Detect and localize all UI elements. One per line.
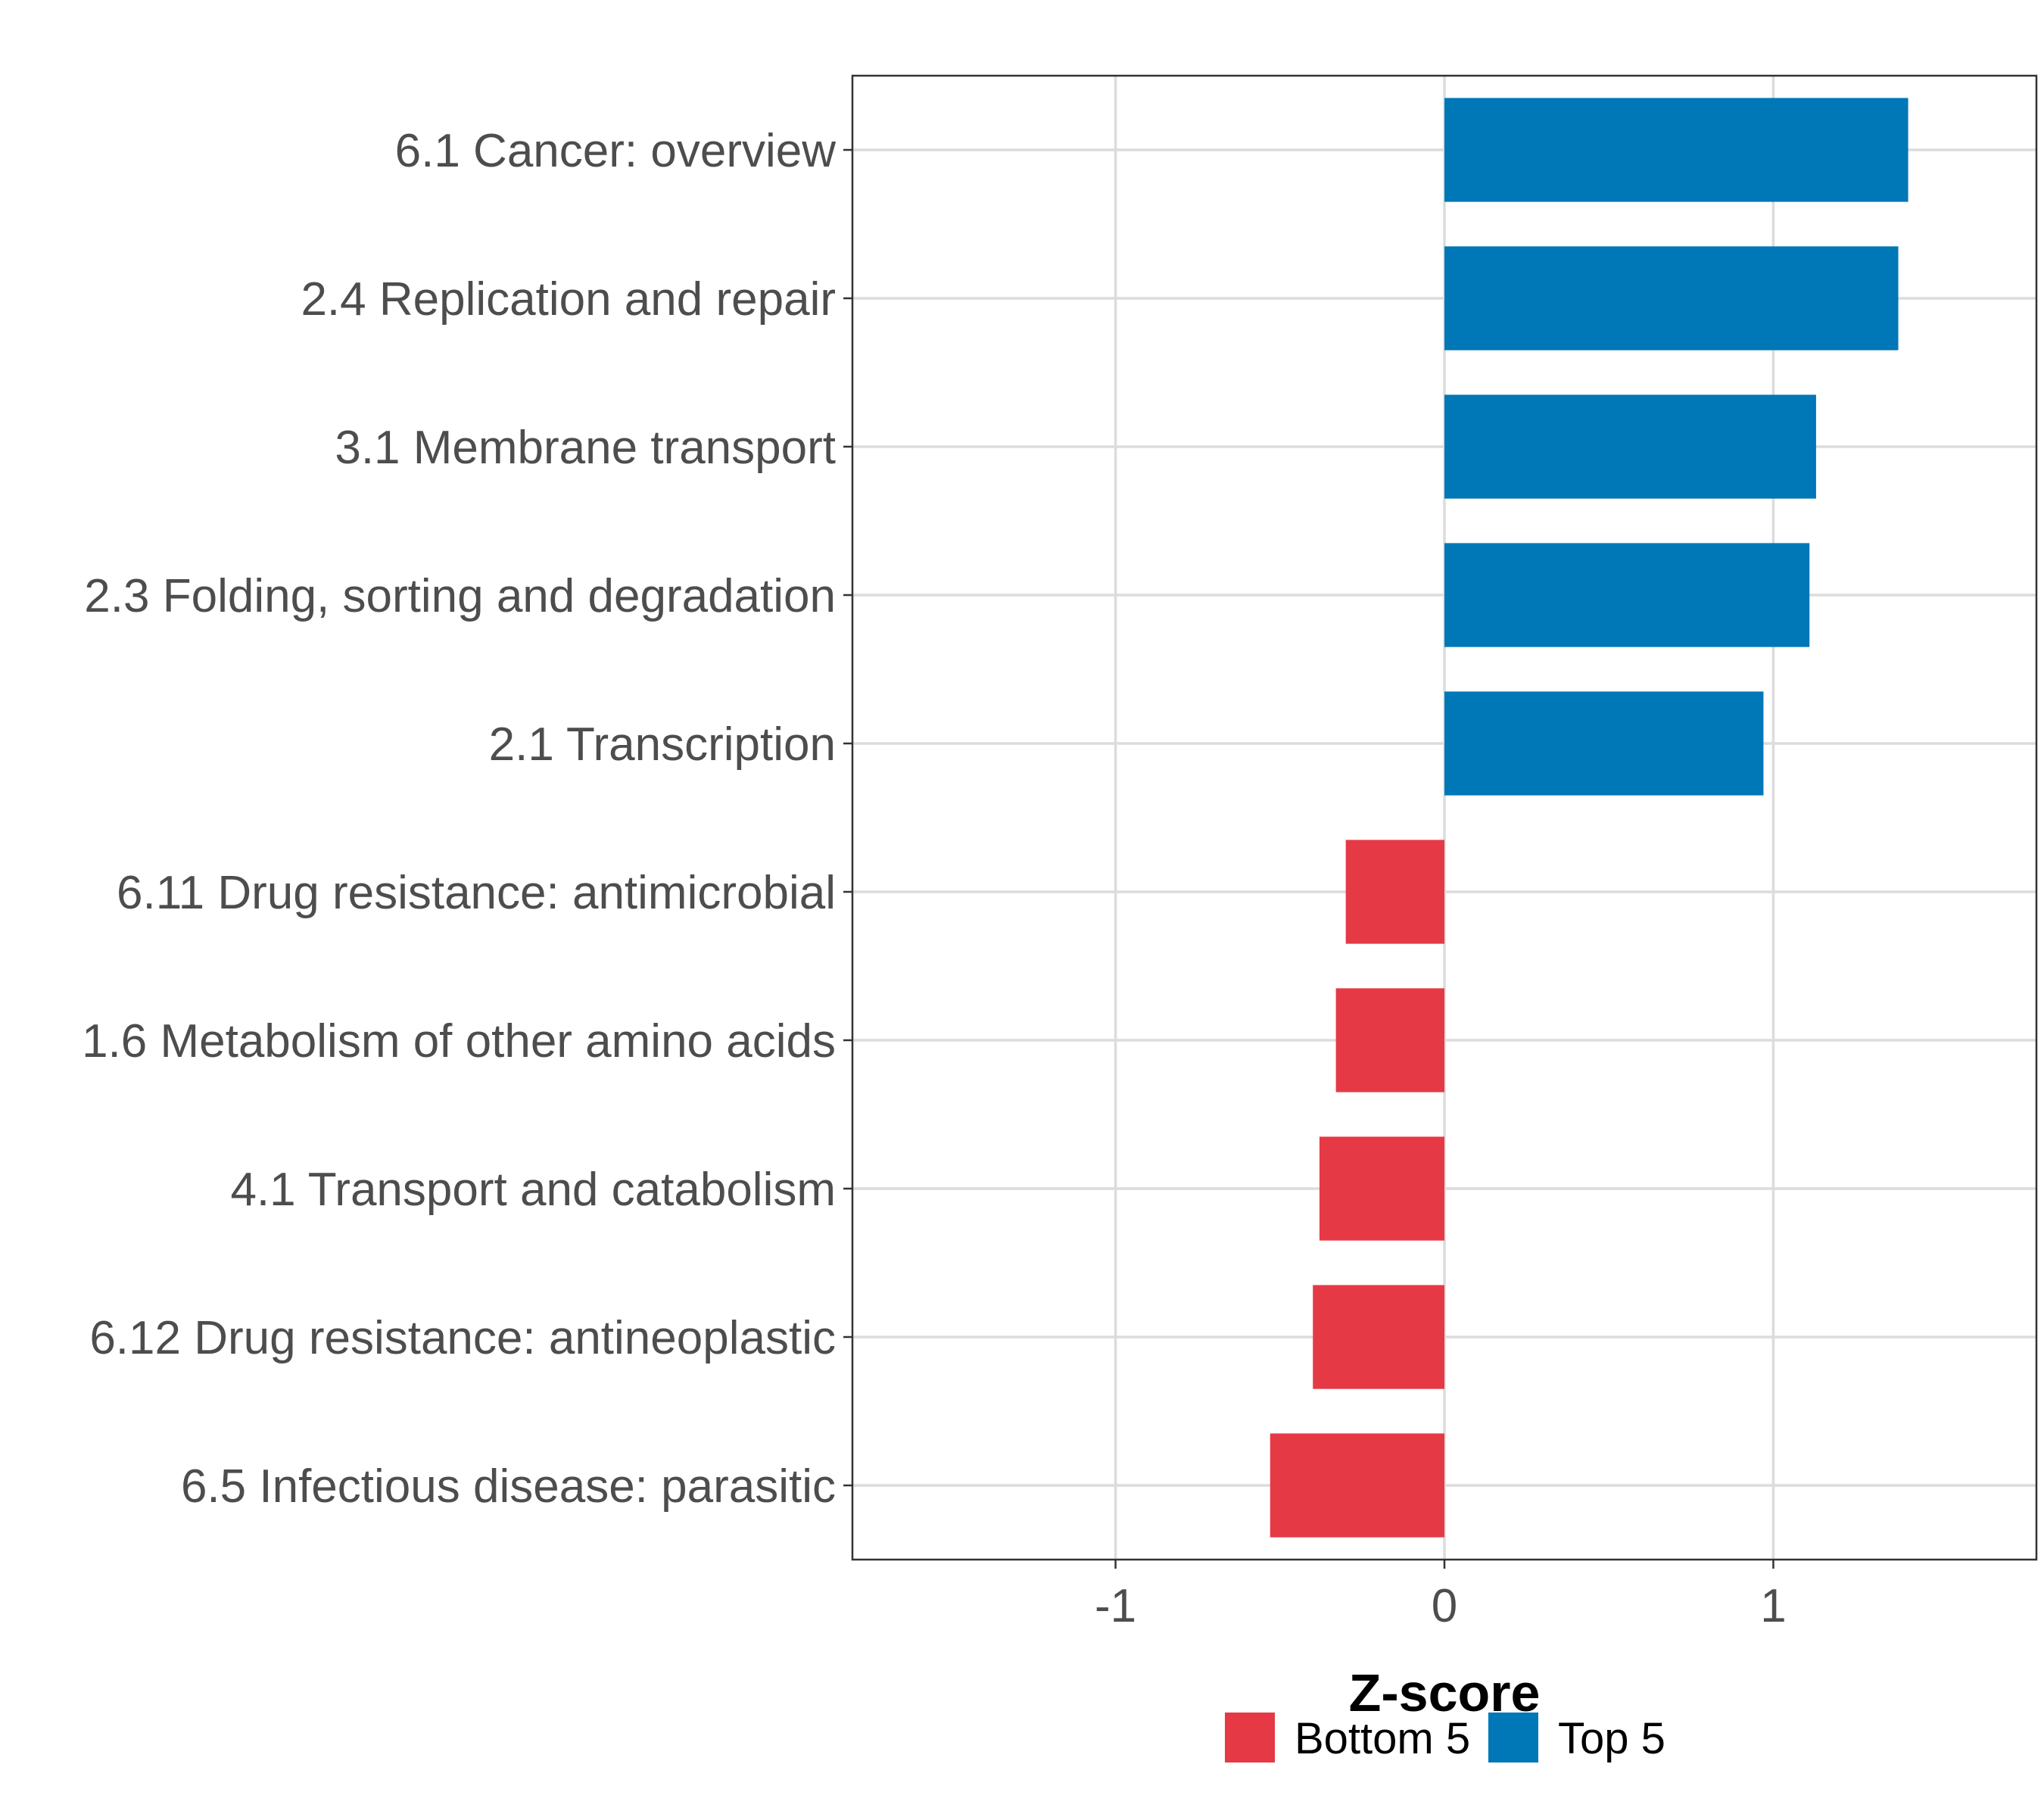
bar <box>1313 1285 1444 1389</box>
bar <box>1345 840 1444 944</box>
legend: Bottom 5 Top 5 <box>1225 1713 1665 1763</box>
bar <box>1444 246 1899 351</box>
category-label: 4.1 Transport and catabolism <box>230 1164 836 1216</box>
category-label: 6.12 Drug resistance: antineoplastic <box>89 1312 836 1364</box>
bars <box>1270 98 1908 1538</box>
bar <box>1319 1136 1444 1241</box>
x-tick-label: 0 <box>1432 1580 1457 1632</box>
y-axis-ticks <box>843 148 852 1487</box>
category-label: 2.1 Transcription <box>489 718 836 771</box>
legend-swatch <box>1225 1713 1275 1762</box>
x-tick-label: 1 <box>1760 1580 1786 1632</box>
category-label: 6.5 Infectious disease: parasitic <box>181 1460 836 1513</box>
x-axis-labels: -1 0 1 <box>1095 1580 1787 1632</box>
category-label: 3.1 Membrane transport <box>335 422 836 474</box>
category-label: 6.1 Cancer: overview <box>395 125 837 177</box>
bar <box>1444 543 1810 647</box>
legend-swatch <box>1488 1713 1538 1762</box>
bar <box>1444 98 1908 202</box>
category-label: 1.6 Metabolism of other amino acids <box>82 1015 836 1067</box>
bar <box>1270 1433 1444 1538</box>
x-axis-ticks <box>1114 1560 1774 1569</box>
x-tick-label: -1 <box>1095 1580 1136 1632</box>
legend-label: Top 5 <box>1558 1714 1665 1763</box>
category-label: 6.11 Drug resistance: antimicrobial <box>117 867 836 919</box>
category-label: 2.4 Replication and repair <box>301 273 836 326</box>
legend-label: Bottom 5 <box>1295 1714 1470 1763</box>
y-axis-labels: 6.1 Cancer: overview 2.4 Replication and … <box>82 125 836 1513</box>
bar <box>1444 691 1764 796</box>
bar <box>1444 394 1816 499</box>
category-label: 2.3 Folding, sorting and degradation <box>84 570 836 622</box>
bar <box>1335 988 1444 1092</box>
